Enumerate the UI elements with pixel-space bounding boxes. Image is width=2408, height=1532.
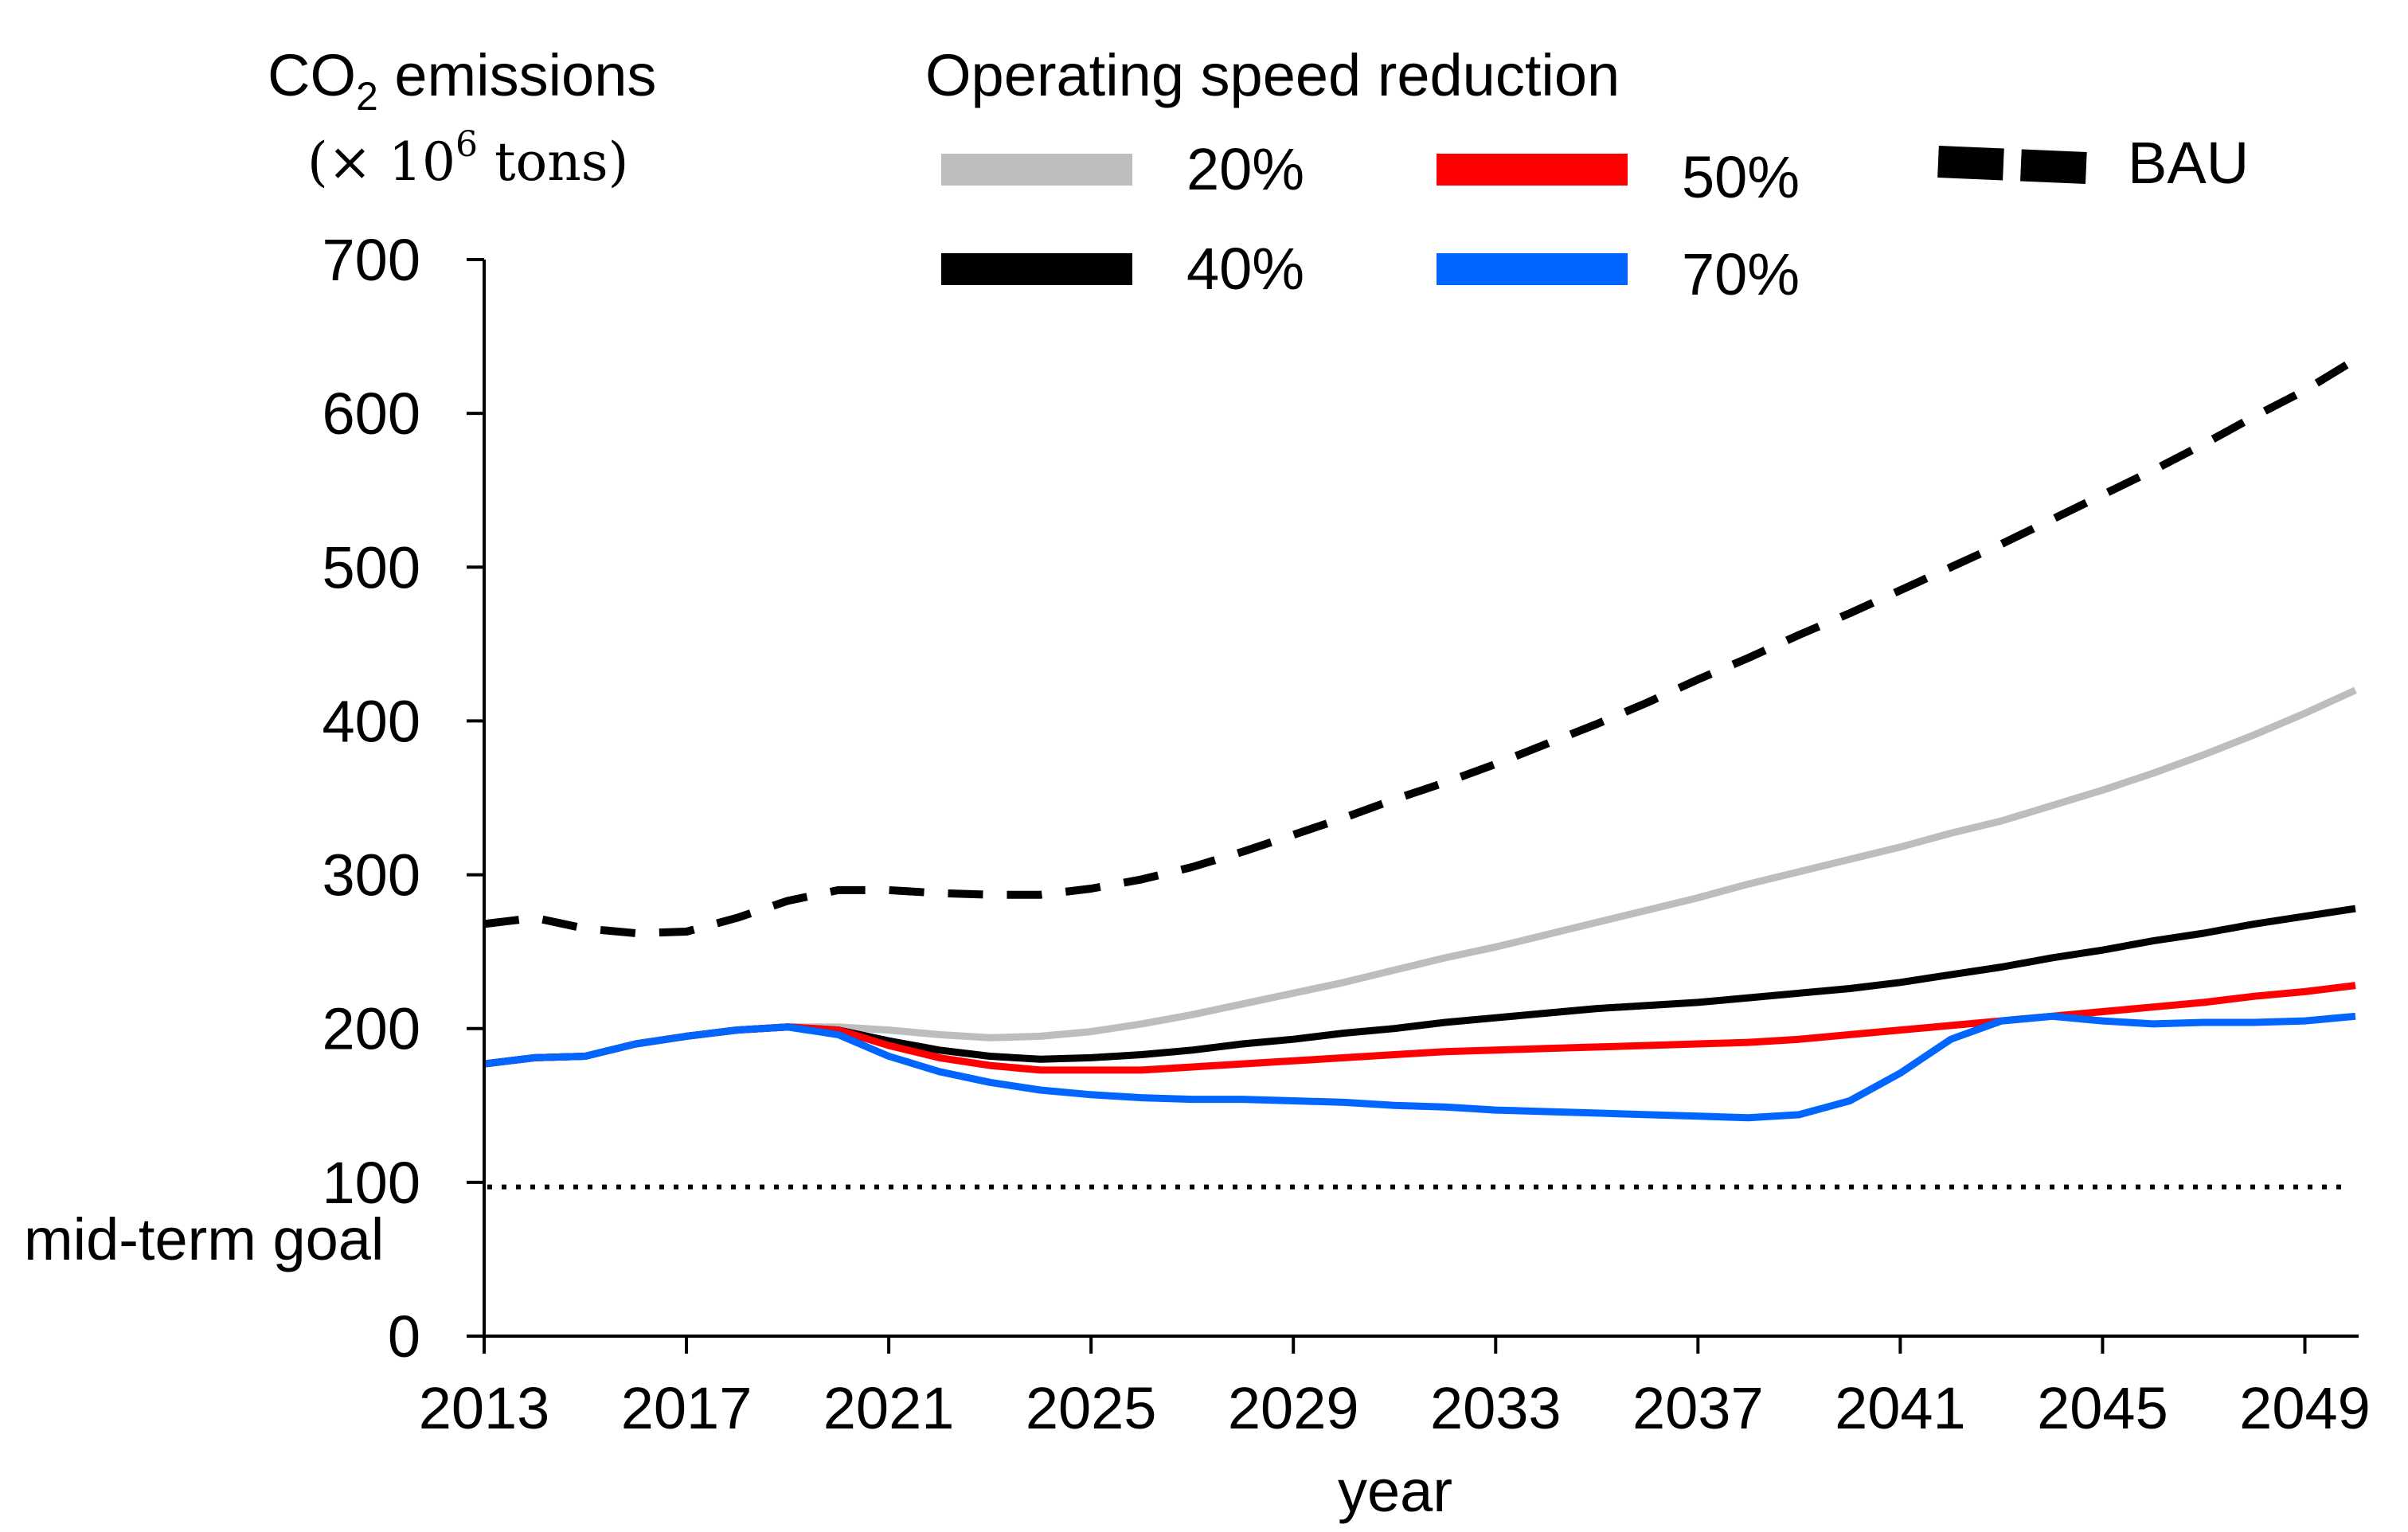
x-tick-label: 2025 <box>1026 1375 1157 1441</box>
x-tick-label: 2013 <box>419 1375 550 1441</box>
mid-term-goal: mid-term goal <box>24 1184 2347 1272</box>
legend-title: Operating speed reduction <box>925 42 1620 108</box>
x-axis: 2013 2017 2021 2025 2029 2033 2037 2041 2045 2049 <box>419 1336 2371 1441</box>
series-line-bau <box>483 356 2358 937</box>
legend-label: 20% <box>1186 136 1304 202</box>
legend-label: 40% <box>1186 236 1304 302</box>
series-line-70pct <box>483 1012 2356 1122</box>
series-lines <box>483 356 2358 1122</box>
x-tick-label: 2021 <box>823 1375 955 1441</box>
x-tick-label: 2029 <box>1228 1375 1359 1441</box>
legend-label: 50% <box>1682 144 1800 210</box>
x-axis-title: year <box>1338 1458 1452 1524</box>
y-tick-label: 400 <box>322 688 420 754</box>
legend-label: BAU <box>2128 130 2249 196</box>
x-tick-label: 2045 <box>2037 1375 2168 1441</box>
y-tick-label: 200 <box>322 996 420 1062</box>
y-tick-label: 700 <box>322 227 420 293</box>
goal-label: mid-term goal <box>24 1206 384 1272</box>
y-tick-label: 600 <box>322 381 420 447</box>
y-axis: 0 100 200 300 400 500 600 700 <box>322 227 484 1370</box>
y-tick-label: 100 <box>322 1150 420 1216</box>
y-axis-title: CO2 emissions <box>268 42 656 119</box>
x-tick-label: 2049 <box>2239 1375 2371 1441</box>
y-tick-label: 300 <box>322 842 420 909</box>
x-tick-label: 2017 <box>621 1375 752 1441</box>
y-axis-unit: (× 106 tons) <box>307 124 628 193</box>
y-tick-label: 500 <box>322 534 420 600</box>
x-tick-label: 2041 <box>1835 1375 1966 1441</box>
x-tick-label: 2033 <box>1430 1375 1562 1441</box>
series-line-20pct <box>483 686 2357 1068</box>
series-line-40pct <box>483 905 2356 1068</box>
y-tick-label: 0 <box>388 1303 420 1370</box>
legend: 20% 40% 50% 70% BAU <box>941 130 2249 307</box>
x-tick-label: 2037 <box>1632 1375 1764 1441</box>
legend-label: 70% <box>1682 241 1800 307</box>
legend-swatch-bau <box>1937 146 2087 184</box>
